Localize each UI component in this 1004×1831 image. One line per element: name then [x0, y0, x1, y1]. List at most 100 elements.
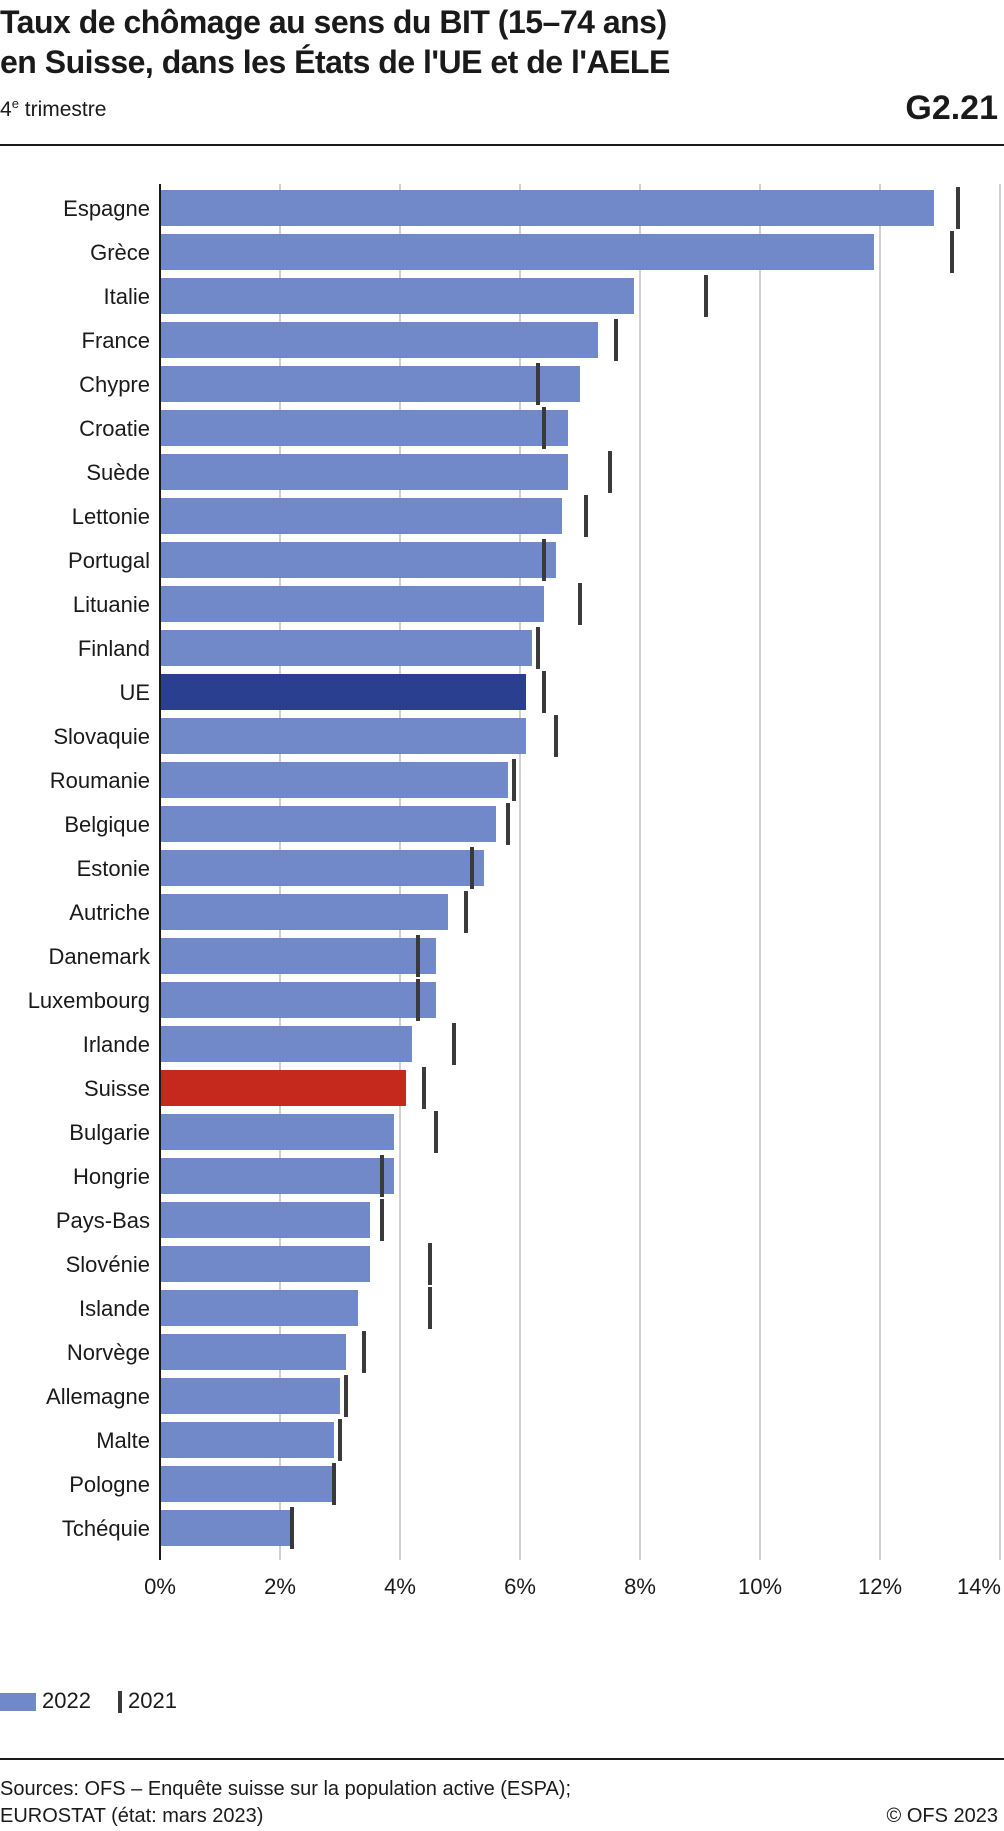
marker-2021	[464, 891, 468, 933]
bar-chart: Espagne Grèce Italie France Chypre Croatie Suè…	[28, 184, 1001, 1599]
marker-2021	[542, 539, 546, 581]
category-label: Suisse	[84, 1076, 150, 1101]
bar	[160, 454, 568, 490]
category-label: Pays-Bas	[56, 1208, 150, 1233]
footer-divider	[0, 1758, 1004, 1760]
bar	[160, 1114, 394, 1150]
bar	[160, 894, 448, 930]
category-label: Estonie	[77, 856, 150, 881]
category-label: Malte	[96, 1428, 150, 1453]
tick-label: 8%	[624, 1574, 656, 1599]
category-label: Roumanie	[50, 768, 150, 793]
category-label: Norvège	[67, 1340, 150, 1365]
tick-label: 4%	[384, 1574, 416, 1599]
category-label: Islande	[79, 1296, 150, 1321]
category-label: Espagne	[63, 196, 150, 221]
bar	[160, 718, 526, 754]
subtitle-number: 4	[0, 98, 12, 121]
bar	[160, 674, 526, 710]
category-label: Belgique	[64, 812, 150, 837]
marker-2021	[578, 583, 582, 625]
category-label: Portugal	[68, 548, 150, 573]
legend-label-2022: 2022	[42, 1688, 91, 1713]
bar	[160, 938, 436, 974]
marker-2021	[542, 671, 546, 713]
marker-2021	[536, 363, 540, 405]
marker-2021	[452, 1023, 456, 1065]
tick-label: 2%	[264, 1574, 296, 1599]
marker-2021	[512, 759, 516, 801]
subtitle-text: trimestre	[18, 98, 107, 121]
category-label: Pologne	[69, 1472, 150, 1497]
legend-swatch-2022	[0, 1693, 36, 1711]
marker-2021	[428, 1243, 432, 1285]
header-divider	[0, 144, 1004, 146]
category-label: Slovénie	[66, 1252, 150, 1277]
bar	[160, 498, 562, 534]
chart-title: Taux de chômage au sens du BIT (15–74 an…	[0, 2, 1004, 82]
bar	[160, 1290, 358, 1326]
category-label: Hongrie	[73, 1164, 150, 1189]
category-label: Autriche	[69, 900, 150, 925]
category-label: Suède	[86, 460, 150, 485]
bar	[160, 982, 436, 1018]
bar	[160, 1070, 406, 1106]
bar	[160, 1510, 292, 1546]
marker-2021	[536, 627, 540, 669]
legend-label-2021: 2021	[128, 1688, 177, 1713]
bar	[160, 1246, 370, 1282]
marker-2021	[956, 187, 960, 229]
category-label: Slovaquie	[53, 724, 150, 749]
marker-2021	[428, 1287, 432, 1329]
marker-2021	[470, 847, 474, 889]
chart-title-line1: Taux de chômage au sens du BIT (15–74 an…	[0, 4, 667, 40]
marker-2021	[290, 1507, 294, 1549]
category-label: Lettonie	[72, 504, 150, 529]
bar	[160, 410, 568, 446]
bar	[160, 1026, 412, 1062]
marker-2021	[704, 275, 708, 317]
chart-subtitle: 4e trimestre	[0, 96, 106, 124]
tick-label: 10%	[738, 1574, 782, 1599]
category-label: Bulgarie	[69, 1120, 150, 1145]
bar	[160, 278, 634, 314]
category-label: France	[82, 328, 150, 353]
tick-label: 0%	[144, 1574, 176, 1599]
bar	[160, 1466, 334, 1502]
bar	[160, 234, 874, 270]
bar	[160, 586, 544, 622]
bar	[160, 1334, 346, 1370]
marker-2021	[608, 451, 612, 493]
category-label: Chypre	[79, 372, 150, 397]
subtitle-superscript: e	[11, 96, 19, 111]
category-label: Italie	[104, 284, 150, 309]
marker-2021	[542, 407, 546, 449]
marker-2021	[584, 495, 588, 537]
marker-2021	[950, 231, 954, 273]
marker-2021	[554, 715, 558, 757]
marker-2021	[434, 1111, 438, 1153]
sources-line1: Sources: OFS – Enquête suisse sur la pop…	[0, 1778, 572, 1800]
bar	[160, 1378, 340, 1414]
tick-label: 6%	[504, 1574, 536, 1599]
category-label: Grèce	[90, 240, 150, 265]
sources-line2: EUROSTAT (état: mars 2023)	[0, 1805, 264, 1827]
category-label: Tchéquie	[62, 1516, 150, 1541]
copyright: © OFS 2023	[886, 1805, 998, 1827]
category-label: Luxembourg	[28, 988, 150, 1013]
bar	[160, 806, 496, 842]
bar	[160, 1158, 394, 1194]
chart-title-line2: en Suisse, dans les États de l'UE et de …	[0, 44, 670, 80]
category-label: Danemark	[49, 944, 151, 969]
bar	[160, 542, 556, 578]
chart-code: G2.21	[905, 89, 998, 127]
marker-2021	[338, 1419, 342, 1461]
tick-label: 14%	[957, 1574, 1001, 1599]
marker-2021	[422, 1067, 426, 1109]
bar	[160, 190, 934, 226]
legend-marker-2021	[118, 1691, 122, 1713]
sources: Sources: OFS – Enquête suisse sur la pop…	[0, 1776, 571, 1830]
bar	[160, 366, 580, 402]
bar	[160, 1202, 370, 1238]
marker-2021	[380, 1199, 384, 1241]
